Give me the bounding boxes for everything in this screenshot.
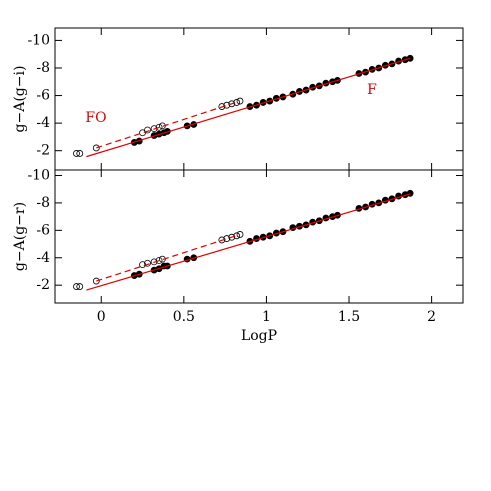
fit-line xyxy=(86,57,411,158)
y-tick-label: -6 xyxy=(36,88,50,104)
y-tick-label: -4 xyxy=(36,115,50,131)
data-point xyxy=(228,233,236,241)
y-tick-label: -10 xyxy=(27,32,50,48)
data-point xyxy=(92,277,100,285)
y-tick-label: -8 xyxy=(36,195,50,211)
y-tick-label: -4 xyxy=(36,250,50,266)
data-point xyxy=(76,283,84,290)
y-tick-label: -2 xyxy=(36,143,50,159)
fit-line xyxy=(86,193,411,291)
y-axis-label: g−A(g−i) xyxy=(12,66,28,133)
x-tick-label: 1.5 xyxy=(338,309,360,325)
data-point xyxy=(76,150,84,157)
data-point xyxy=(223,235,231,242)
y-tick-label: -10 xyxy=(27,167,50,183)
plot-frame xyxy=(54,169,464,304)
data-point xyxy=(236,231,244,238)
x-tick-label: 2 xyxy=(427,309,436,325)
y-tick-label: -8 xyxy=(36,60,50,76)
data-point xyxy=(144,259,151,267)
data-point xyxy=(228,100,236,108)
data-point xyxy=(155,257,163,264)
data-point xyxy=(144,126,151,134)
data-point xyxy=(155,123,163,131)
fit-line xyxy=(96,233,241,282)
data-point xyxy=(233,99,241,106)
x-axis-label: LogP xyxy=(241,328,277,344)
data-point xyxy=(73,150,80,157)
data-point xyxy=(92,144,100,152)
series-label: F xyxy=(367,82,377,98)
data-point xyxy=(223,101,231,109)
y-axis-label: g−A(g−r) xyxy=(12,202,28,271)
y-tick-label: -2 xyxy=(36,277,50,293)
x-tick-label: 0.5 xyxy=(173,309,195,325)
fit-line xyxy=(96,100,241,149)
x-tick-label: 0 xyxy=(97,309,106,325)
data-point xyxy=(233,232,241,240)
data-point xyxy=(236,97,244,105)
plot-frame xyxy=(54,27,464,171)
x-tick-label: 1 xyxy=(262,309,271,325)
data-point xyxy=(406,189,414,197)
data-point xyxy=(73,283,80,290)
y-tick-label: -6 xyxy=(36,222,50,238)
series-label: FO xyxy=(85,110,106,126)
